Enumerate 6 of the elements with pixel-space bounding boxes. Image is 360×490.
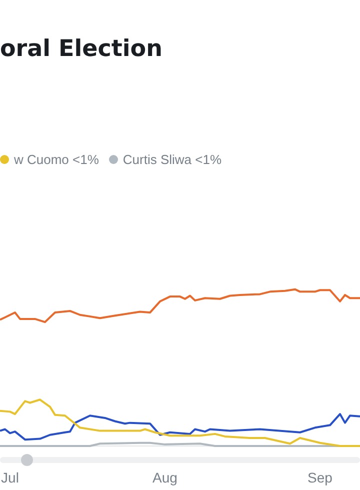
legend-label: w Cuomo <1% bbox=[14, 152, 99, 167]
x-tick-label: Aug bbox=[152, 469, 178, 486]
legend-label: Curtis Sliwa <1% bbox=[122, 152, 222, 167]
x-tick-label: Jul bbox=[1, 469, 19, 486]
x-tick-label: Sep bbox=[308, 469, 333, 486]
chart-title: oral Election bbox=[0, 36, 162, 62]
